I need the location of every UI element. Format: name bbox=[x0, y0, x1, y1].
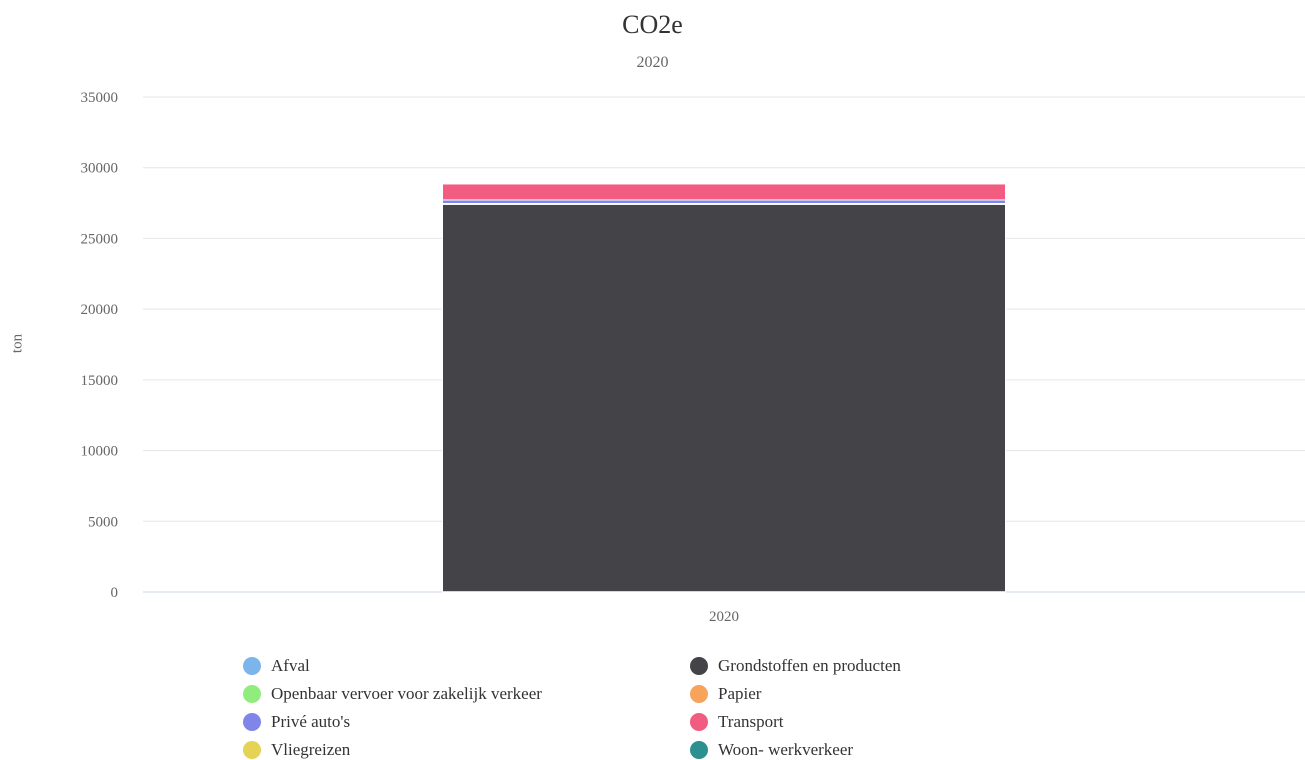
bar-segment-woon-werkverkeer bbox=[442, 182, 1006, 185]
y-tick-label: 30000 bbox=[81, 161, 119, 177]
x-tick-label: 2020 bbox=[709, 609, 739, 625]
y-tick-label: 15000 bbox=[81, 373, 119, 389]
y-tick-label: 10000 bbox=[81, 444, 119, 460]
legend-label: Vliegreizen bbox=[271, 740, 351, 759]
legend-label: Grondstoffen en producten bbox=[718, 656, 901, 675]
legend-label: Transport bbox=[718, 712, 784, 731]
legend-label: Afval bbox=[271, 656, 310, 675]
legend-label: Privé auto's bbox=[271, 712, 351, 731]
legend-item[interactable]: Woon- werkverkeer bbox=[690, 740, 853, 760]
legend-marker bbox=[243, 685, 261, 703]
legend-item[interactable]: Afval bbox=[243, 656, 310, 676]
bar-segment-transport bbox=[442, 183, 1006, 201]
bar-segment-grondstoffen-en-producten bbox=[442, 203, 1006, 593]
y-tick-label: 0 bbox=[111, 585, 119, 601]
legend-marker bbox=[690, 657, 708, 675]
legend-marker bbox=[690, 713, 708, 731]
legend-label: Woon- werkverkeer bbox=[718, 740, 854, 759]
legend-item[interactable]: Openbaar vervoer voor zakelijk verkeer bbox=[243, 684, 542, 704]
legend-item[interactable]: Papier bbox=[690, 684, 761, 704]
legend-marker bbox=[243, 713, 261, 731]
chart-title: CO2e bbox=[622, 10, 683, 39]
legend-item[interactable]: Vliegreizen bbox=[243, 740, 350, 760]
y-tick-label: 25000 bbox=[81, 231, 119, 247]
y-tick-label: 5000 bbox=[88, 514, 118, 530]
legend-marker bbox=[243, 741, 261, 759]
legend-label: Papier bbox=[718, 684, 762, 703]
bar-segment-priv-auto-s bbox=[442, 199, 1006, 204]
legend-item[interactable]: Grondstoffen en producten bbox=[690, 656, 901, 676]
y-tick-label: 20000 bbox=[81, 302, 119, 318]
legend-marker bbox=[243, 657, 261, 675]
chart-subtitle: 2020 bbox=[636, 54, 669, 71]
legend-marker bbox=[690, 685, 708, 703]
legend-item[interactable]: Transport bbox=[690, 712, 784, 732]
legend-label: Openbaar vervoer voor zakelijk verkeer bbox=[271, 684, 542, 703]
plot-area: 0 5000 10000 15000 20000 25000 30000 35000 2020 bbox=[81, 90, 1305, 625]
legend-item[interactable]: Privé auto's bbox=[243, 712, 350, 732]
legend-marker bbox=[690, 741, 708, 759]
y-tick-label: 35000 bbox=[81, 90, 119, 106]
